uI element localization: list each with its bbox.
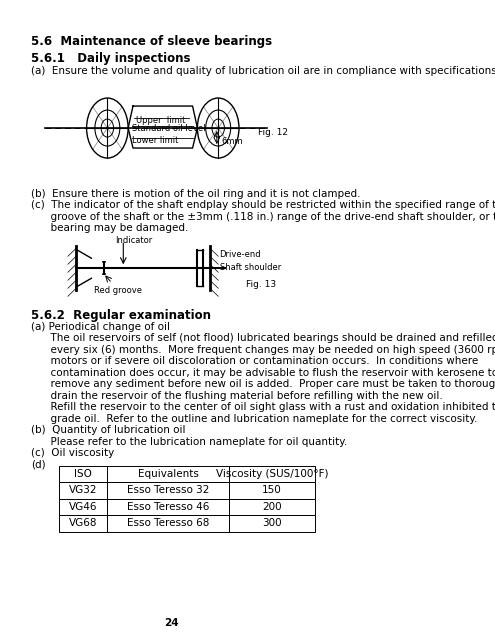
Text: Red groove: Red groove bbox=[94, 286, 142, 295]
FancyBboxPatch shape bbox=[59, 466, 315, 482]
Text: Fig. 12: Fig. 12 bbox=[258, 128, 288, 137]
Text: Lower limit: Lower limit bbox=[132, 136, 178, 145]
Text: Upper  limit: Upper limit bbox=[137, 116, 186, 125]
Text: 5.6.2  Regular examination: 5.6.2 Regular examination bbox=[31, 309, 211, 323]
Text: Equivalents: Equivalents bbox=[138, 469, 198, 479]
FancyBboxPatch shape bbox=[59, 482, 315, 499]
Text: Shaft shoulder: Shaft shoulder bbox=[220, 263, 281, 272]
Text: Viscosity (SUS/100°F): Viscosity (SUS/100°F) bbox=[216, 469, 328, 479]
Text: VG46: VG46 bbox=[69, 502, 98, 512]
Text: 150: 150 bbox=[262, 485, 282, 495]
Text: 24: 24 bbox=[164, 618, 179, 628]
Text: Fig. 13: Fig. 13 bbox=[246, 280, 276, 289]
Text: The oil reservoirs of self (not flood) lubricated bearings should be drained and: The oil reservoirs of self (not flood) l… bbox=[31, 333, 495, 344]
Text: Esso Teresso 32: Esso Teresso 32 bbox=[127, 485, 209, 495]
Text: (a)  Ensure the volume and quality of lubrication oil are in compliance with spe: (a) Ensure the volume and quality of lub… bbox=[31, 66, 495, 76]
Text: grade oil.  Refer to the outline and lubrication nameplate for the correct visco: grade oil. Refer to the outline and lubr… bbox=[31, 414, 478, 424]
Text: Refill the reservoir to the center of oil sight glass with a rust and oxidation : Refill the reservoir to the center of oi… bbox=[31, 403, 495, 412]
Text: drain the reservoir of the flushing material before refilling with the new oil.: drain the reservoir of the flushing mate… bbox=[31, 391, 443, 401]
Text: (b)  Quantity of lubrication oil: (b) Quantity of lubrication oil bbox=[31, 426, 186, 435]
FancyBboxPatch shape bbox=[59, 499, 315, 515]
Text: remove any sediment before new oil is added.  Proper care must be taken to thoro: remove any sediment before new oil is ad… bbox=[31, 380, 495, 389]
Text: Indicator: Indicator bbox=[115, 236, 152, 245]
Text: ISO: ISO bbox=[74, 469, 92, 479]
Text: 5.6  Maintenance of sleeve bearings: 5.6 Maintenance of sleeve bearings bbox=[31, 35, 272, 48]
Text: bearing may be damaged.: bearing may be damaged. bbox=[31, 223, 189, 233]
Text: 200: 200 bbox=[262, 502, 282, 512]
Text: contamination does occur, it may be advisable to flush the reservoir with kerose: contamination does occur, it may be advi… bbox=[31, 368, 495, 378]
FancyBboxPatch shape bbox=[59, 515, 315, 532]
Text: (a) Periodical change of oil: (a) Periodical change of oil bbox=[31, 322, 170, 332]
Text: every six (6) months.  More frequent changes may be needed on high speed (3600 r: every six (6) months. More frequent chan… bbox=[31, 345, 495, 355]
Text: 5.6.1   Daily inspections: 5.6.1 Daily inspections bbox=[31, 52, 191, 65]
Text: Standard oil level: Standard oil level bbox=[132, 124, 205, 132]
Text: Esso Teresso 68: Esso Teresso 68 bbox=[127, 518, 209, 529]
Text: (c)  The indicator of the shaft endplay should be restricted within the specifie: (c) The indicator of the shaft endplay s… bbox=[31, 200, 495, 210]
Text: (c)  Oil viscosity: (c) Oil viscosity bbox=[31, 449, 114, 458]
Text: (d): (d) bbox=[31, 460, 46, 470]
Text: (b)  Ensure there is motion of the oil ring and it is not clamped.: (b) Ensure there is motion of the oil ri… bbox=[31, 189, 361, 198]
Text: groove of the shaft or the ±3mm (.118 in.) range of the drive-end shaft shoulder: groove of the shaft or the ±3mm (.118 in… bbox=[31, 212, 495, 221]
Text: Esso Teresso 46: Esso Teresso 46 bbox=[127, 502, 209, 512]
Text: Please refer to the lubrication nameplate for oil quantity.: Please refer to the lubrication nameplat… bbox=[31, 437, 347, 447]
Text: motors or if severe oil discoloration or contamination occurs.  In conditions wh: motors or if severe oil discoloration or… bbox=[31, 356, 479, 366]
Text: 6mm: 6mm bbox=[221, 137, 243, 146]
Text: Drive-end: Drive-end bbox=[220, 250, 261, 259]
Text: VG68: VG68 bbox=[69, 518, 98, 529]
Text: VG32: VG32 bbox=[69, 485, 98, 495]
Text: 300: 300 bbox=[262, 518, 282, 529]
